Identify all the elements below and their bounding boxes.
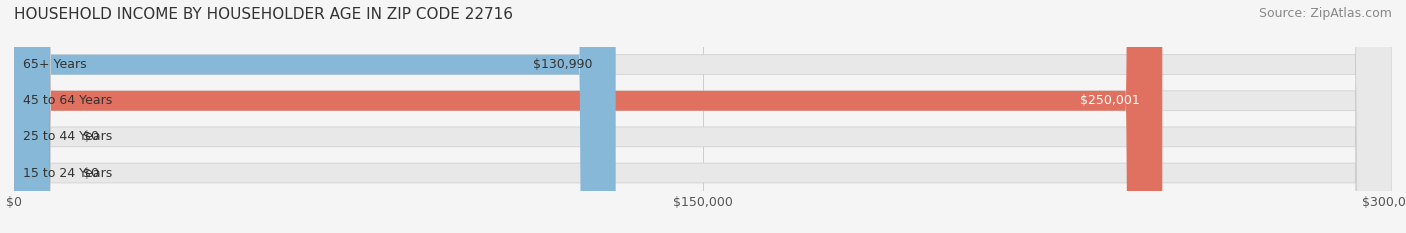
FancyBboxPatch shape <box>14 0 1392 233</box>
FancyBboxPatch shape <box>14 0 1392 233</box>
Text: 15 to 24 Years: 15 to 24 Years <box>24 167 112 179</box>
FancyBboxPatch shape <box>14 0 1392 233</box>
FancyBboxPatch shape <box>14 0 1392 233</box>
Text: $0: $0 <box>83 130 98 143</box>
FancyBboxPatch shape <box>14 0 616 233</box>
Text: 25 to 44 Years: 25 to 44 Years <box>24 130 112 143</box>
FancyBboxPatch shape <box>14 0 1163 233</box>
Text: $0: $0 <box>83 167 98 179</box>
Text: HOUSEHOLD INCOME BY HOUSEHOLDER AGE IN ZIP CODE 22716: HOUSEHOLD INCOME BY HOUSEHOLDER AGE IN Z… <box>14 7 513 22</box>
Text: $130,990: $130,990 <box>533 58 593 71</box>
Text: $250,001: $250,001 <box>1080 94 1139 107</box>
Text: 45 to 64 Years: 45 to 64 Years <box>24 94 112 107</box>
Text: 65+ Years: 65+ Years <box>24 58 87 71</box>
Text: Source: ZipAtlas.com: Source: ZipAtlas.com <box>1258 7 1392 20</box>
